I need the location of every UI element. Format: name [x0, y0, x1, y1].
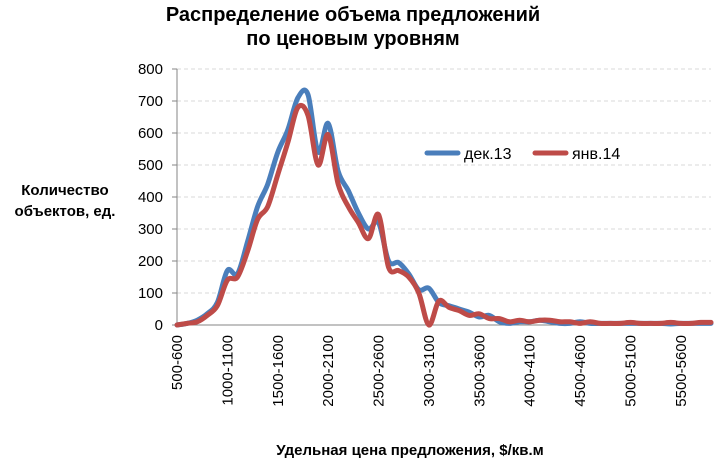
x-axis-label: Удельная цена предложения, $/кв.м [276, 442, 544, 459]
series-line-jan14 [174, 102, 714, 328]
y-axis-label-line-2: объектов, ед. [15, 203, 116, 220]
legend-label-dec13: дек.13 [464, 146, 512, 163]
y-tick-label: 200 [138, 253, 163, 270]
y-tick-label: 0 [155, 317, 163, 334]
y-tick-labels: 0 100 200 300 400 500 600 700 800 [138, 61, 163, 334]
gridlines [177, 68, 711, 294]
y-tick-label: 800 [138, 61, 163, 78]
y-tick-label: 100 [138, 285, 163, 302]
x-tick-labels: 500-600 1000-1100 1500-1600 2000-2100 2500-2… [169, 335, 690, 407]
x-tick-label: 3000-3100 [421, 335, 438, 407]
x-tick-label: 500-600 [169, 335, 186, 390]
axes [172, 68, 711, 326]
legend-label-jan14: янв.14 [572, 146, 620, 163]
x-tick-label: 2000-2100 [320, 335, 337, 407]
x-tick-label: 5000-5100 [622, 335, 639, 407]
chart-title-line-2: по ценовым уровням [246, 28, 459, 50]
y-tick-label: 700 [138, 93, 163, 110]
x-tick-label: 2500-2600 [371, 335, 388, 407]
x-tick-label: 4000-4100 [522, 335, 539, 407]
series-lines [174, 87, 714, 328]
y-tick-label: 600 [138, 125, 163, 142]
y-tick-label: 500 [138, 157, 163, 174]
y-tick-label: 400 [138, 189, 163, 206]
y-axis-label-line-1: Количество [21, 182, 108, 199]
x-tick-label: 5500-5600 [673, 335, 690, 407]
x-tick-label: 1000-1100 [219, 335, 236, 406]
chart-title-line-1: Распределение объема предложений [166, 4, 540, 26]
x-tick-label: 1500-1600 [270, 335, 287, 407]
y-tick-label: 300 [138, 221, 163, 238]
series-line-dec13 [174, 87, 714, 328]
x-tick-label: 3500-3600 [471, 335, 488, 407]
x-tick-label: 4500-4600 [572, 335, 589, 407]
legend: дек.13 янв.14 [424, 146, 620, 163]
